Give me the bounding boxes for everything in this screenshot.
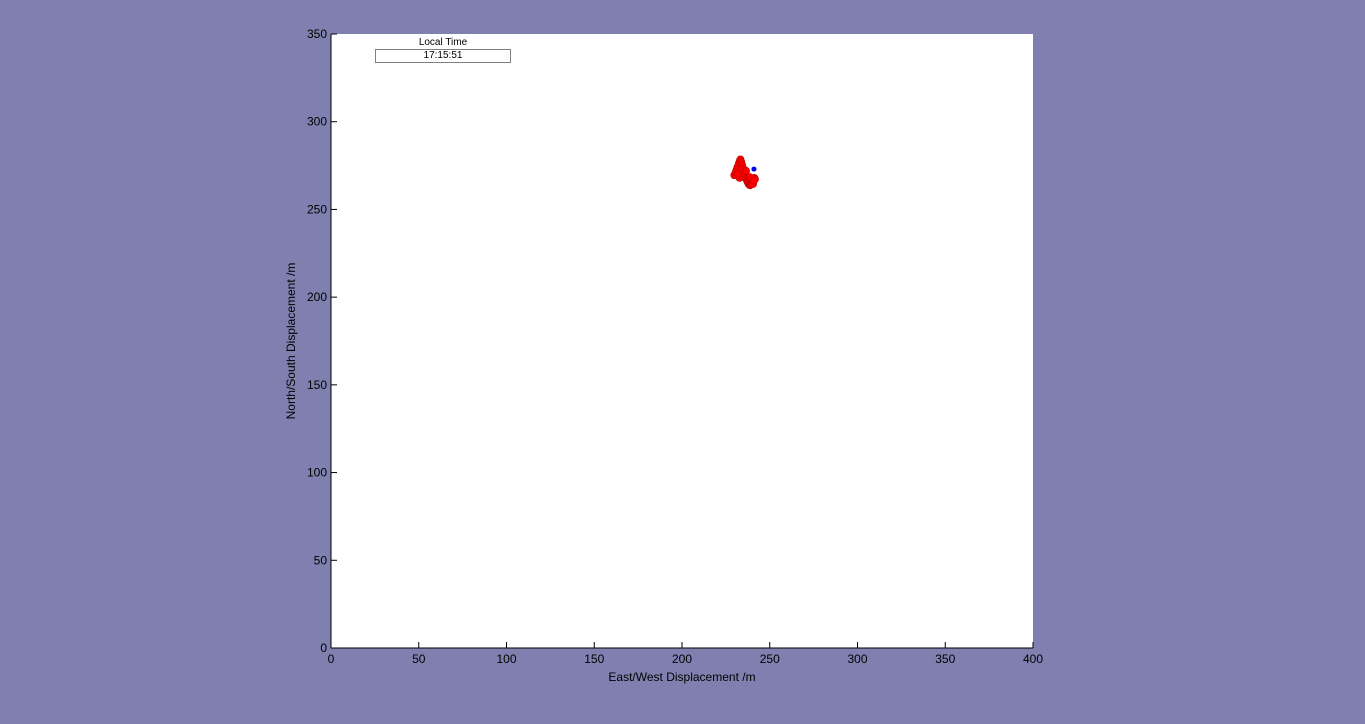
y-tick-label: 0 [320,641,327,655]
y-tick-label: 50 [314,553,328,567]
x-tick-label: 200 [672,652,692,666]
y-tick-label: 100 [307,466,327,480]
y-tick-label: 200 [307,290,327,304]
local-time-widget: Local Time 17:15:51 [375,36,511,63]
track-point [750,176,758,185]
x-tick-label: 250 [760,652,780,666]
y-tick-label: 150 [307,378,327,392]
y-axis-label: North/South Displacement /m [284,263,298,420]
x-axis-label: East/West Displacement /m [608,670,755,684]
x-tick-label: 300 [847,652,867,666]
x-tick-label: 400 [1023,652,1043,666]
x-tick-label: 150 [584,652,604,666]
x-tick-label: 350 [935,652,955,666]
current-position-point [751,166,757,172]
local-time-value: 17:15:51 [375,49,511,63]
track-point [742,166,750,175]
plot-area [331,34,1033,648]
track-points [730,155,759,190]
track-point [733,170,742,179]
local-time-title: Local Time [418,37,468,48]
ticks: 0 50 100 150 200 250 300 350 400 0 50 100 150 200 250 3… [307,27,1043,666]
x-tick-label: 50 [412,652,426,666]
x-tick-label: 0 [328,652,335,666]
y-tick-label: 250 [307,202,327,216]
y-tick-label: 300 [307,115,327,129]
y-tick-label: 350 [307,27,327,41]
x-tick-label: 100 [496,652,516,666]
